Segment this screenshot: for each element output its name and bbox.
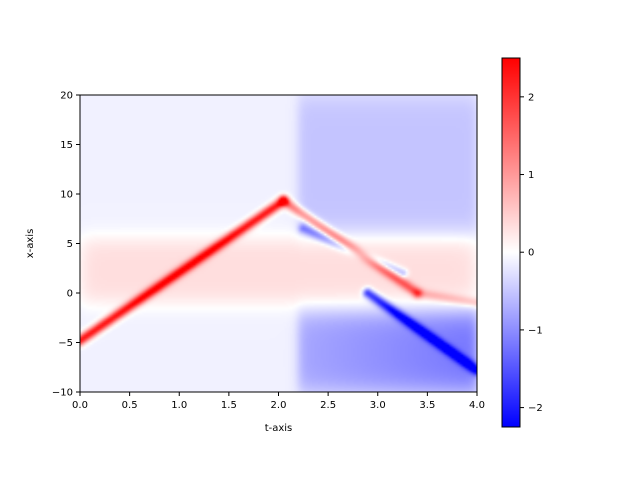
y-tick-label: 15	[60, 140, 73, 151]
colorbar-tick-label: 0	[528, 248, 534, 259]
colorbar-tick-label: 1	[528, 170, 534, 181]
y-tick-label: 20	[60, 91, 73, 102]
x-tick-label: 1.5	[221, 400, 237, 411]
colorbar-tick-label: −1	[528, 325, 543, 336]
y-tick-label: 5	[67, 239, 73, 250]
x-axis-label: t-axis	[265, 423, 293, 434]
x-tick-label: 4.0	[469, 400, 485, 411]
y-axis-label: x-axis	[25, 229, 36, 259]
x-tick-label: 3.5	[419, 400, 435, 411]
colorbar-tick-label: 2	[528, 92, 534, 103]
colorbar-ticks: −2 −1 0 1 2	[520, 92, 543, 414]
y-tick-label: −10	[52, 388, 73, 399]
colorbar-tick-label: −2	[528, 403, 543, 414]
heatmap-image	[80, 95, 477, 392]
x-tick-label: 2.0	[271, 400, 287, 411]
x-tick-label: 1.0	[171, 400, 187, 411]
colorbar	[501, 57, 521, 428]
x-tick-label: 0.5	[122, 400, 138, 411]
y-axis-ticks: −10 −5 0 5 10 15 20	[52, 91, 80, 399]
y-tick-label: −5	[58, 338, 73, 349]
x-axis-ticks: 0.0 0.5 1.0 1.5 2.0 2.5 3.0 3.5 4.0	[72, 392, 485, 411]
x-tick-label: 3.0	[370, 400, 386, 411]
y-tick-label: 10	[60, 190, 73, 201]
y-tick-label: 0	[67, 289, 73, 300]
x-tick-label: 0.0	[72, 400, 88, 411]
x-tick-label: 2.5	[320, 400, 336, 411]
